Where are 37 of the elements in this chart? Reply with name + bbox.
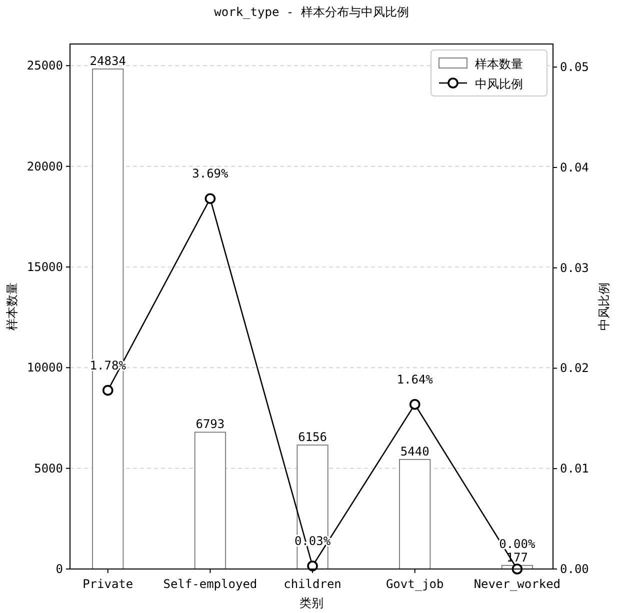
y-tick-label: 25000 xyxy=(26,58,63,73)
data-label: 5440 xyxy=(400,444,430,458)
x-tick-label: Govt_job xyxy=(386,577,444,591)
x-tick-label: Private xyxy=(82,577,134,591)
y2-tick-label: 0.02 xyxy=(560,361,589,376)
y-tick-label: 10000 xyxy=(26,360,63,375)
y-tick-label: 5000 xyxy=(34,461,63,476)
data-label: 6793 xyxy=(196,417,225,432)
legend-label: 中风比例 xyxy=(475,77,523,91)
y-tick-label: 0 xyxy=(56,562,63,576)
x-axis-title: 类别 xyxy=(300,596,324,610)
bar xyxy=(194,432,226,570)
point xyxy=(307,560,318,572)
point xyxy=(512,564,523,574)
point xyxy=(409,398,420,410)
y-tick-label: 15000 xyxy=(26,260,63,274)
chart-title: work_type - 样本分布与中风比例 xyxy=(214,5,409,19)
data-label: 6156 xyxy=(298,430,327,444)
y-tick-label: 20000 xyxy=(26,159,63,174)
y2-tick-label: 0.05 xyxy=(560,60,589,74)
legend-label: 样本数量 xyxy=(475,57,523,71)
y2-tick-label: 0.03 xyxy=(560,260,589,275)
y2-tick-label: 0.04 xyxy=(560,160,589,174)
y-axis-title: 样本数量 xyxy=(5,282,19,330)
y2-tick-label: 0.00 xyxy=(560,562,589,576)
x-tick-label: Never_worked xyxy=(474,577,561,591)
bar xyxy=(399,458,431,570)
y2-axis-title: 中风比例 xyxy=(597,282,611,330)
data-label: 24834 xyxy=(90,54,126,68)
point xyxy=(102,384,114,396)
y2-tick-label: 0.01 xyxy=(560,462,589,476)
data-label: 3.69% xyxy=(192,166,230,181)
x-tick-label: children xyxy=(284,577,342,591)
bar xyxy=(92,68,124,570)
point xyxy=(204,193,216,204)
data-label: 1.64% xyxy=(396,372,434,386)
x-tick-label: Self-employed xyxy=(163,577,258,591)
